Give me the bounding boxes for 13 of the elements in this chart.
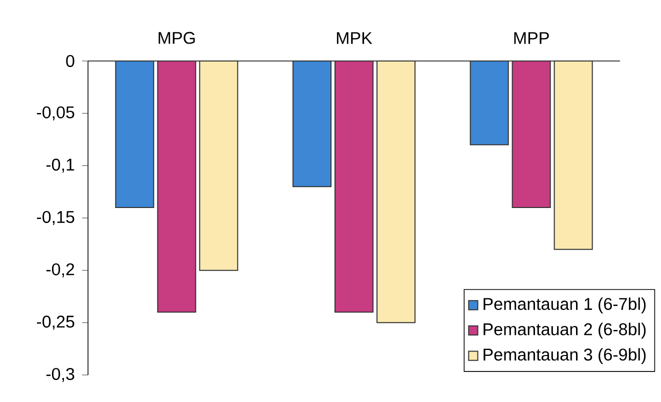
y-tick-label: -0,05 (36, 106, 74, 120)
y-tick-label: -0,1 (46, 158, 74, 173)
legend-label: Pemantauan 3 (6-9bl) (484, 348, 646, 364)
x-tick-label: MPG (158, 32, 195, 44)
y-tick-label: -0,15 (36, 210, 74, 225)
y-tick-label: -0,25 (36, 316, 74, 330)
x-tick-label: MPK (336, 32, 372, 44)
legend-label: Pemantauan 2 (6-8bl) (484, 322, 646, 339)
y-tick-label: -0,3 (46, 368, 74, 382)
x-tick-label: MPP (514, 32, 549, 44)
y-tick-label: -0,2 (46, 263, 74, 278)
y-tick-label: 0 (66, 54, 74, 68)
legend-label: Pemantauan 1 (6-7bl) (484, 297, 646, 314)
